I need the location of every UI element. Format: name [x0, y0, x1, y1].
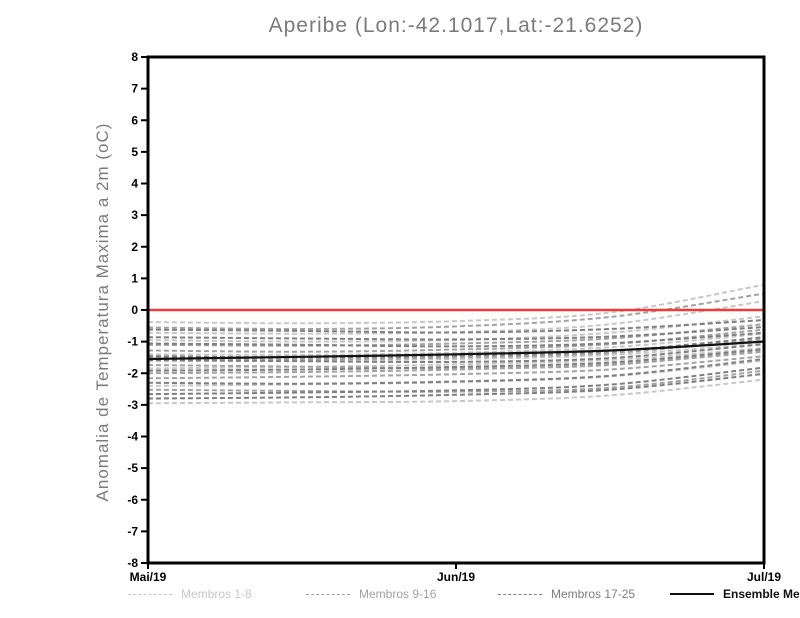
- member-line-17: [147, 319, 765, 334]
- member-line-1: [147, 283, 765, 325]
- member-line-22: [147, 366, 765, 396]
- y-tick-label: -7: [127, 524, 138, 538]
- y-tick-label: 4: [131, 177, 138, 191]
- member-line-25: [147, 372, 765, 400]
- member-line-3: [147, 332, 765, 356]
- legend-entry-2: Membros 17-25: [498, 586, 635, 602]
- y-tick-label: -5: [127, 461, 138, 475]
- legend-swatch-dashed: [306, 593, 350, 595]
- legend-swatch-dashed: [498, 593, 542, 595]
- legend-entry-1: Membros 9-16: [306, 586, 436, 602]
- legend-label: Membros 1-8: [181, 587, 252, 601]
- y-tick-label: 6: [131, 113, 138, 127]
- member-line-6: [147, 378, 765, 405]
- y-tick-label: -6: [127, 493, 138, 507]
- y-tick-label: 3: [131, 208, 138, 222]
- y-tick-label: 1: [131, 271, 138, 285]
- legend-entry-3: Ensemble Mean: [670, 586, 800, 602]
- member-line-24: [147, 343, 765, 364]
- member-line-20: [147, 348, 765, 372]
- member-line-13: [147, 369, 765, 393]
- y-tick-label: -8: [127, 556, 138, 570]
- x-tick-label: Jul/19: [747, 570, 781, 584]
- y-tick-label: -1: [127, 335, 138, 349]
- y-tick-label: -2: [127, 366, 138, 380]
- y-tick-label: -4: [127, 430, 138, 444]
- y-tick-label: 8: [131, 50, 138, 64]
- legend-label: Membros 9-16: [359, 587, 437, 601]
- legend-swatch-solid: [670, 593, 714, 595]
- y-tick-label: 7: [131, 82, 138, 96]
- member-line-11: [147, 338, 765, 361]
- y-tick-label: 5: [131, 145, 138, 159]
- member-line-15: [147, 348, 765, 370]
- member-line-16: [147, 355, 765, 380]
- ensemble-mean-line: [147, 340, 765, 361]
- member-line-21: [147, 358, 765, 385]
- x-tick-label: Mai/19: [130, 570, 167, 584]
- y-tick-label: 2: [131, 240, 138, 254]
- chart-title: Aperibe (Lon:-42.1017,Lat:-21.6252): [268, 14, 644, 37]
- member-line-18: [147, 331, 765, 348]
- legend-entry-0: Membros 1-8: [128, 586, 252, 602]
- y-tick-label: 0: [131, 303, 138, 317]
- legend: Membros 1-8 Membros 9-16 Membros 17-25 Ense…: [0, 586, 800, 606]
- member-line-8: [147, 342, 765, 363]
- y-tick-label: -3: [127, 398, 138, 412]
- legend-swatch-dashed: [128, 593, 172, 595]
- legend-label: Ensemble Mean: [723, 587, 800, 601]
- member-line-4: [147, 346, 765, 370]
- legend-label: Membros 17-25: [551, 587, 636, 601]
- x-tick-label: Jun/19: [437, 570, 475, 584]
- member-line-23: [147, 326, 765, 341]
